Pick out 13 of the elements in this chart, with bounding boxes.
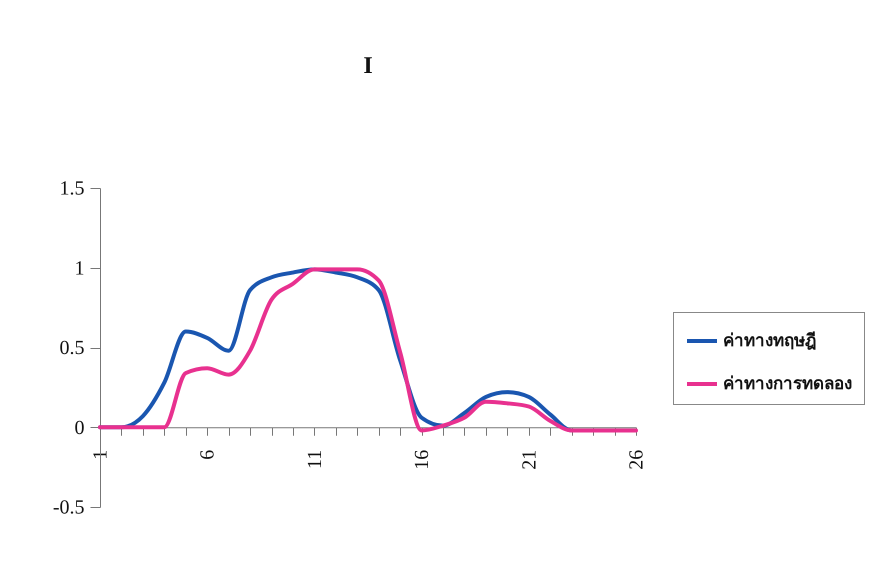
x-tick-label: 26 bbox=[626, 450, 648, 470]
x-tick-label: 11 bbox=[304, 450, 326, 470]
y-tick-label: 0.5 bbox=[60, 337, 84, 359]
x-tick-label: 6 bbox=[196, 450, 219, 460]
y-tick-label: 1.5 bbox=[60, 178, 84, 200]
y-tick-label: 1 bbox=[74, 257, 84, 280]
chart-title: I bbox=[363, 53, 373, 79]
x-tick-label: 16 bbox=[411, 450, 434, 470]
legend-label: ค่าทางทฤษฎี bbox=[723, 330, 816, 350]
x-tick-label: 21 bbox=[518, 450, 540, 470]
y-tick-label: 0 bbox=[74, 416, 84, 439]
y-tick-label: -0.5 bbox=[52, 496, 84, 518]
legend-label: ค่าทางการทดลอง bbox=[723, 374, 852, 393]
